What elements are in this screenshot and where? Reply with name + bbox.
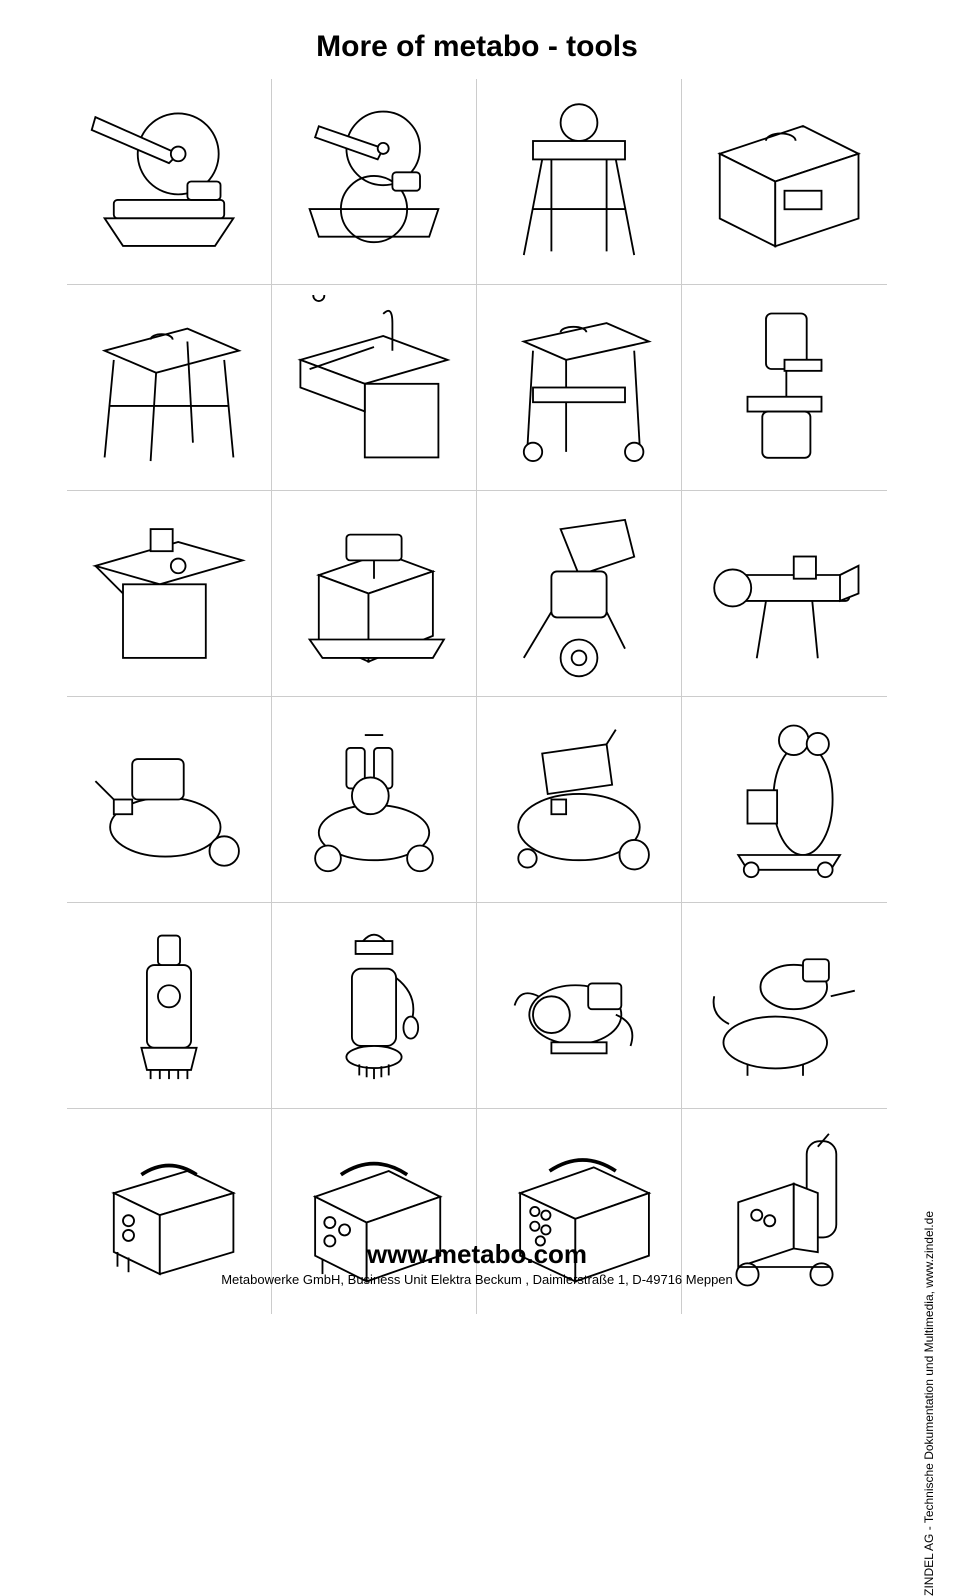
compressor-small-icon bbox=[77, 707, 261, 892]
product-grid bbox=[67, 79, 887, 1229]
table-saw-icon bbox=[692, 89, 877, 274]
crosscut-mitre-saw-icon bbox=[282, 89, 466, 274]
mobile-table-saw-icon bbox=[487, 295, 671, 480]
sliding-mitre-saw-icon bbox=[77, 89, 261, 274]
product-planer-thicknesser bbox=[67, 491, 272, 697]
site-table-saw-stand-icon bbox=[77, 295, 261, 480]
product-band-saw bbox=[682, 285, 887, 491]
product-domestic-waterworks bbox=[682, 903, 887, 1109]
submersible-pump-icon bbox=[77, 913, 261, 1098]
product-combination-saw-stand bbox=[477, 79, 682, 285]
product-crosscut-mitre-saw bbox=[272, 79, 477, 285]
product-table-saw bbox=[682, 79, 887, 285]
planer-thicknesser-icon bbox=[77, 501, 261, 686]
product-site-table-saw-stand bbox=[67, 285, 272, 491]
page-title: More of metabo - tools bbox=[50, 30, 904, 64]
garden-shredder-icon bbox=[487, 501, 671, 686]
domestic-waterworks-icon bbox=[692, 913, 877, 1098]
drainage-pump-icon bbox=[282, 913, 466, 1098]
product-compressor-small bbox=[67, 697, 272, 903]
product-submersible-pump bbox=[67, 903, 272, 1109]
product-log-splitter bbox=[682, 491, 887, 697]
side-credit-text: ZINDEL AG - Technische Dokumentation und… bbox=[922, 1211, 936, 1596]
product-thicknesser bbox=[272, 491, 477, 697]
product-compressor-twin-cylinder bbox=[272, 697, 477, 903]
thicknesser-icon bbox=[282, 501, 466, 686]
product-sliding-mitre-saw bbox=[67, 79, 272, 285]
band-saw-icon bbox=[692, 295, 877, 480]
product-compressor-large-tank bbox=[477, 697, 682, 903]
product-drainage-pump bbox=[272, 903, 477, 1109]
product-mobile-table-saw bbox=[477, 285, 682, 491]
garden-pump-icon bbox=[487, 913, 671, 1098]
combination-saw-stand-icon bbox=[487, 89, 671, 274]
compressor-large-tank-icon bbox=[487, 707, 671, 892]
catalog-page: More of metabo - tools bbox=[0, 0, 954, 1351]
product-compressor-vertical bbox=[682, 697, 887, 903]
compressor-vertical-icon bbox=[692, 707, 877, 892]
product-panel-saw-sliding-table bbox=[272, 285, 477, 491]
product-garden-pump bbox=[477, 903, 682, 1109]
product-garden-shredder bbox=[477, 491, 682, 697]
log-splitter-icon bbox=[692, 501, 877, 686]
panel-saw-sliding-table-icon bbox=[282, 295, 466, 480]
compressor-twin-cylinder-icon bbox=[282, 707, 466, 892]
